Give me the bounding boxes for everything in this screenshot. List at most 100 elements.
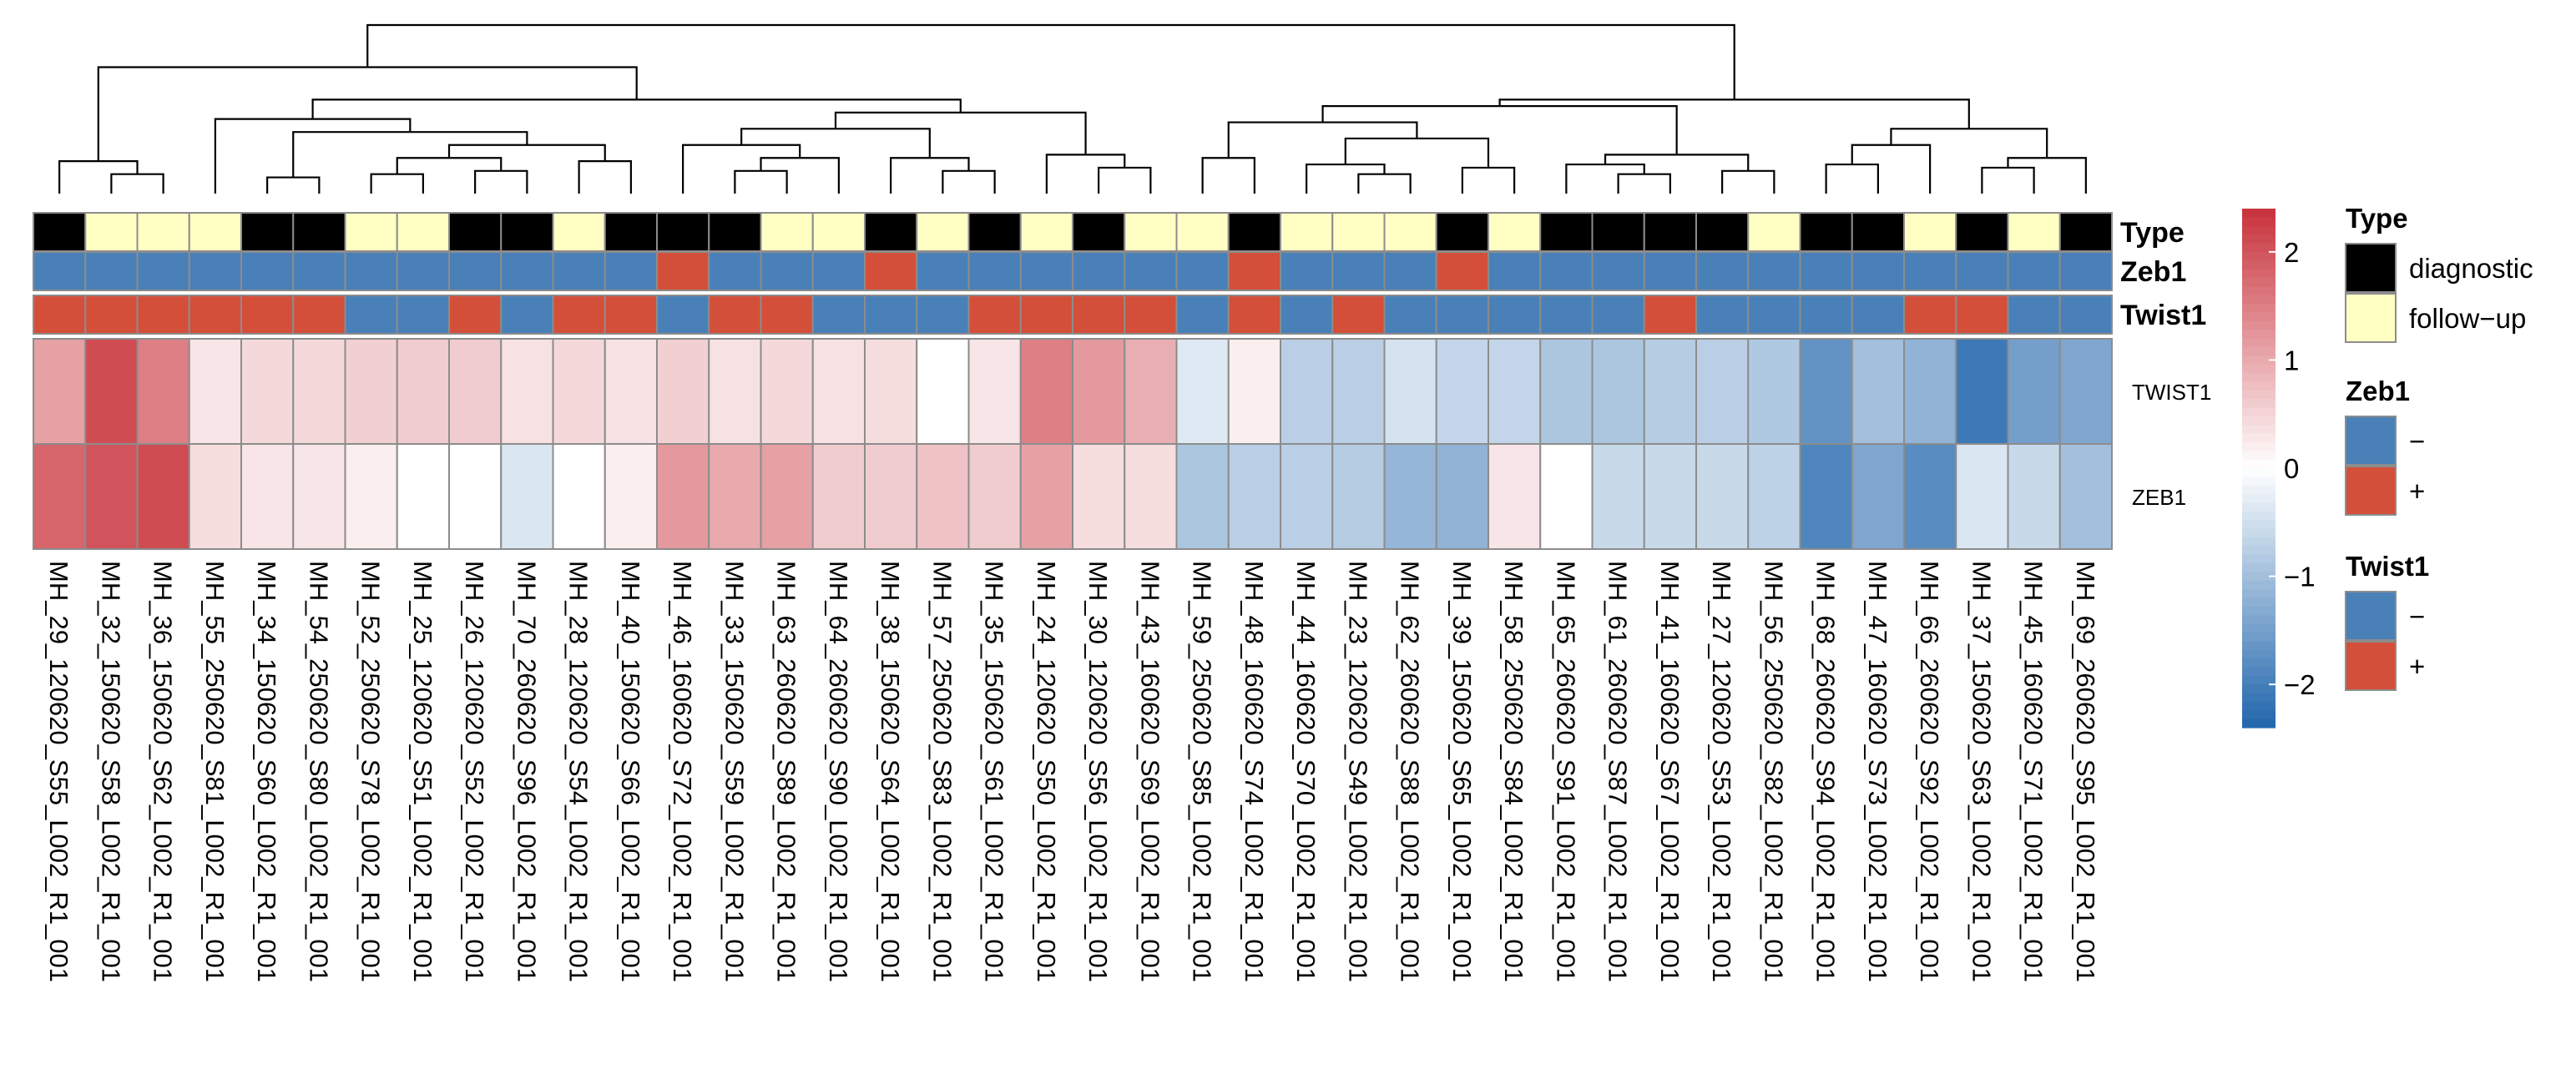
annotation-cell-type [708,212,762,252]
heatmap-cell [864,338,918,445]
color-scale-band [2242,441,2275,451]
dendrogram-link [1045,154,1126,194]
heatmap-cell [1072,338,1126,445]
color-scale-band [2242,217,2275,227]
heatmap-cell [84,443,139,550]
heatmap-cell [967,338,1022,445]
color-scale-band [2242,520,2275,530]
heatmap-cell [1175,338,1230,445]
column-label: MH_26_120620_S52_L002_R1_001 [460,561,489,982]
heatmap-cell [656,443,710,550]
column-label: MH_69_260620_S95_L002_R1_001 [2071,561,2100,982]
heatmap-cell [344,443,398,550]
legend-label-zeb1: + [2409,476,2425,507]
annotation-cell-twist1 [292,295,346,335]
column-label: MH_58_250620_S84_L002_R1_001 [1499,561,1528,982]
row-label-twist1: TWIST1 [2132,380,2211,405]
heatmap-cell [1903,443,1957,550]
column-label: MH_66_260620_S92_L002_R1_001 [1915,561,1944,982]
annotation-cell-twist1 [1488,295,1542,335]
heatmap-cell [240,443,295,550]
heatmap-cell [1799,338,1853,445]
column-label: MH_33_150620_S59_L002_R1_001 [720,561,749,982]
color-scale-band [2242,589,2275,599]
column-label: MH_56_250620_S82_L002_R1_001 [1759,561,1788,982]
color-scale-band [2242,243,2275,253]
column-label: MH_57_250620_S83_L002_R1_001 [927,561,957,982]
heatmap-cell [1955,338,2009,445]
heatmap-cell [1175,443,1230,550]
heatmap-cell [396,338,450,445]
dendrogram-link [682,144,801,194]
annotation-cell-twist1 [136,295,190,335]
heatmap-cell [1331,443,1386,550]
dendrogram-link [447,144,606,162]
annotation-cell-zeb1 [604,251,658,291]
annotation-cell-zeb1 [1851,251,1905,291]
annotation-cell-type [967,212,1022,252]
dendrogram-link [760,157,840,194]
annotation-cell-zeb1 [2007,251,2061,291]
color-scale-band [2242,554,2275,564]
column-label: MH_64_260620_S90_L002_R1_001 [824,561,853,982]
heatmap-cell [33,338,87,445]
color-scale-band [2242,537,2275,547]
heatmap-cell [1851,443,1905,550]
column-dendrogram [58,23,2087,194]
legend-label-twist1: + [2409,651,2425,682]
color-scale-band [2242,641,2275,651]
color-scale-band [2242,658,2275,668]
color-scale-band [2242,346,2275,356]
heatmap-cell [2058,443,2113,550]
heatmap-cell [552,443,606,550]
color-scale-legend: 2 1 0 −1 −2 [2242,209,2316,729]
column-label: MH_30_120620_S56_L002_R1_001 [1083,561,1113,982]
dendrogram-link [1344,137,1490,168]
heatmap-body: TWIST1 ZEB1 [33,338,2211,550]
legend-swatch-twist1 [2345,591,2397,641]
heatmap-cell [708,338,762,445]
heatmap-cell [1591,338,1645,445]
column-label: MH_65_260620_S91_L002_R1_001 [1551,561,1580,982]
annotation-cell-type [1227,212,1281,252]
heatmap-cell [1643,338,1697,445]
annotation-cell-twist1 [1124,295,1178,335]
color-scale-band [2242,623,2275,633]
column-label: MH_68_260620_S94_L002_R1_001 [1811,561,1841,982]
column-label: MH_38_150620_S64_L002_R1_001 [876,561,905,982]
heatmap-cell [136,443,190,550]
column-label: MH_37_150620_S63_L002_R1_001 [1967,561,1996,982]
annotation-cell-twist1 [1435,295,1489,335]
column-labels: MH_29_120620_S55_L002_R1_001 MH_32_150620… [44,561,2100,982]
heatmap-cell [1435,443,1489,550]
heatmap-cell [1383,338,1437,445]
color-scale-band [2242,597,2275,608]
heatmap-cell [136,338,190,445]
heatmap-cell [33,443,87,550]
dendrogram-link [2007,157,2087,194]
annotation-cell-zeb1 [1435,251,1489,291]
annotation-cell-zeb1 [1227,251,1281,291]
annotation-cell-type [1591,212,1645,252]
color-scale-band [2242,684,2275,694]
heatmap-cell [2007,443,2061,550]
heatmap-cell [344,338,398,445]
legend-swatch-type [2345,293,2397,343]
annotation-cell-type [1851,212,1905,252]
annotation-cell-zeb1 [396,251,450,291]
dendrogram-link [890,157,970,194]
annotation-cell-zeb1 [292,251,346,291]
dendrogram-link [1721,169,1775,194]
annotation-cell-zeb1 [1072,251,1126,291]
legend-label-type: diagnostic [2409,253,2533,284]
annotation-cell-twist1 [1383,295,1437,335]
annotation-cell-zeb1 [2058,251,2113,291]
legend-swatch-type [2345,243,2397,293]
annotation-cell-type [1124,212,1178,252]
color-scale-band [2242,286,2275,296]
annotation-cell-type [344,212,398,252]
annotation-cell-twist1 [240,295,295,335]
color-scale-band [2242,718,2275,729]
heatmap-cell [967,443,1022,550]
